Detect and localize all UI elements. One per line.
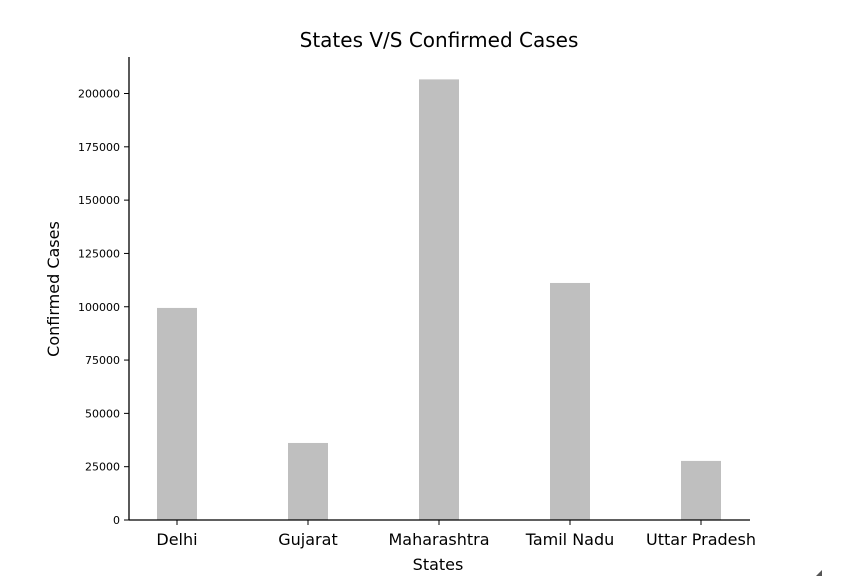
y-tick-label: 125000 bbox=[78, 247, 120, 260]
x-tick-label: Delhi bbox=[156, 530, 197, 549]
x-tick-label: Uttar Pradesh bbox=[646, 530, 756, 549]
y-ticks-group: 0 25000 50000 75000 100000 125000 150000 175000… bbox=[78, 88, 129, 527]
bar-tamil-nadu bbox=[550, 282, 590, 520]
y-axis-label: Confirmed Cases bbox=[44, 221, 63, 357]
y-tick-label: 100000 bbox=[78, 301, 120, 314]
bar-gujarat bbox=[288, 442, 328, 520]
y-tick-label: 150000 bbox=[78, 194, 120, 207]
x-ticks-group: Delhi Gujarat Maharashtra Tamil Nadu Uttar P… bbox=[156, 520, 756, 549]
x-axis-label: States bbox=[413, 555, 464, 574]
chart-title: States V/S Confirmed Cases bbox=[300, 28, 579, 52]
x-tick-label: Maharashtra bbox=[388, 530, 489, 549]
bars-group bbox=[157, 79, 721, 520]
bar-delhi bbox=[157, 307, 197, 520]
y-tick-label: 50000 bbox=[85, 407, 120, 420]
y-tick-label: 75000 bbox=[85, 354, 120, 367]
y-tick-label: 0 bbox=[113, 514, 120, 527]
y-tick-label: 25000 bbox=[85, 461, 120, 474]
resize-handle-icon bbox=[816, 570, 822, 576]
bar-maharashtra bbox=[419, 79, 459, 520]
x-tick-label: Tamil Nadu bbox=[525, 530, 615, 549]
x-tick-label: Gujarat bbox=[278, 530, 337, 549]
y-tick-label: 200000 bbox=[78, 88, 120, 101]
y-tick-label: 175000 bbox=[78, 141, 120, 154]
bar-uttar-pradesh bbox=[681, 460, 721, 520]
